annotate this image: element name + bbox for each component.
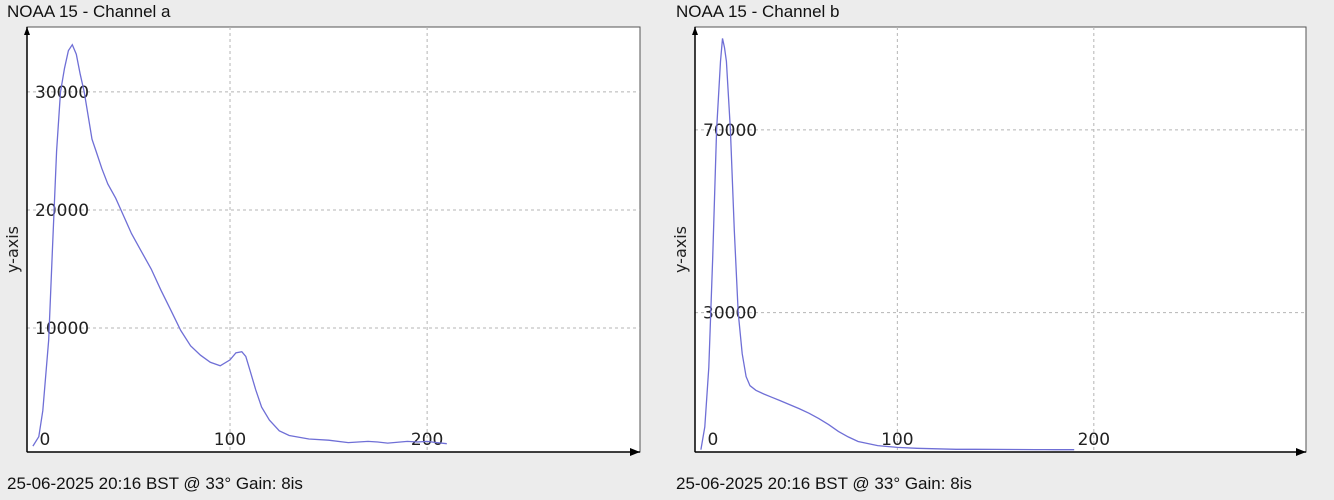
chart-a-y-arrow: [24, 27, 30, 35]
chart-b-y-arrow: [692, 27, 698, 35]
chart-a-y-tick-label: 10000: [35, 319, 89, 339]
chart-b-x-tick-label: 200: [1078, 430, 1110, 450]
chart-a-x-tick-label: 200: [411, 430, 443, 450]
chart-b-plot-area: [694, 26, 1307, 453]
chart-b-y-axis-title: y-axis: [671, 226, 690, 273]
chart-a-y-tick-label: 20000: [35, 201, 89, 221]
chart-b-footer: 25-06-2025 20:16 BST @ 33° Gain: 8is: [676, 474, 972, 493]
chart-a-footer: 25-06-2025 20:16 BST @ 33° Gain: 8is: [7, 474, 303, 493]
chart-a-x-arrow: [630, 448, 640, 456]
chart-a-x-tick-label: 0: [39, 430, 50, 450]
chart-a-series-line: [32, 43, 447, 447]
chart-a-plot-area: [26, 26, 641, 453]
chart-b-title: NOAA 15 - Channel b: [676, 2, 840, 21]
chart-a-x-tick-label: 100: [214, 430, 246, 450]
chart-b-x-arrow: [1296, 448, 1306, 456]
chart-a-y-tick-label: 30000: [35, 83, 89, 103]
chart-b-series-line: [700, 38, 1075, 451]
chart-b-y-tick-label: 30000: [703, 304, 757, 324]
chart-b-x-tick-label: 100: [881, 430, 913, 450]
chart-b-x-tick-label: 0: [707, 430, 718, 450]
chart-a-y-axis-title: y-axis: [3, 226, 22, 273]
chart-a-title: NOAA 15 - Channel a: [7, 2, 171, 21]
